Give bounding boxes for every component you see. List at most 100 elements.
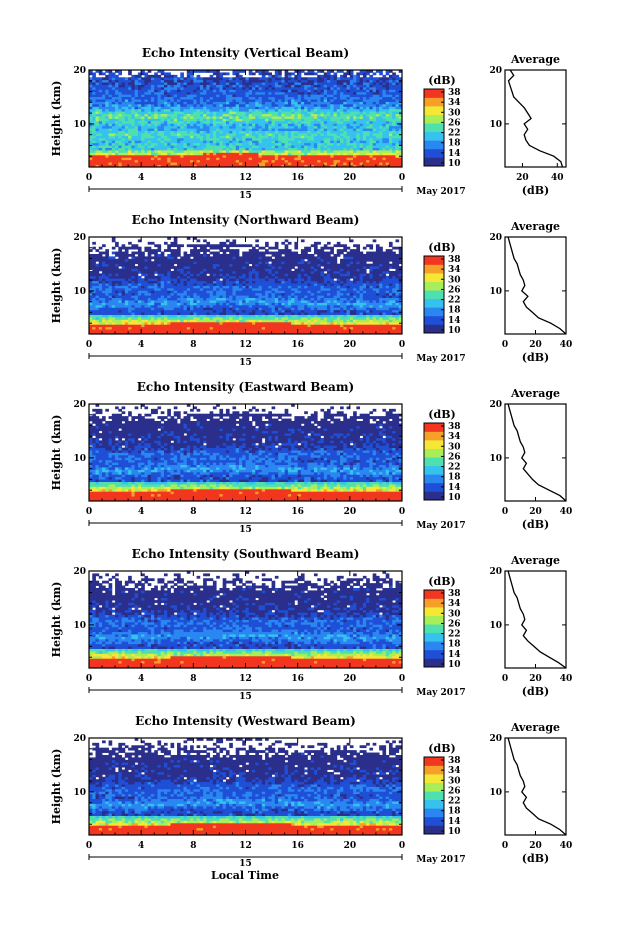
x-tick-label: 16 [291, 841, 304, 851]
x-tick-label: 8 [190, 841, 196, 851]
date-label: 15 [239, 692, 252, 702]
profile-y-tick-label: 10 [489, 120, 502, 130]
profile-x-tick-label: 0 [502, 507, 508, 517]
x-tick-label: 20 [344, 674, 357, 684]
panel-title: Echo Intensity (Southward Beam) [132, 547, 360, 561]
y-tick-label: 10 [73, 120, 86, 130]
panel-title: Echo Intensity (Eastward Beam) [137, 380, 354, 394]
x-tick-label: 12 [239, 340, 252, 350]
profile-line [507, 737, 567, 836]
y-tick-label: 20 [73, 734, 86, 744]
profile-y-tick-label: 20 [489, 400, 502, 410]
colorbar-tick-label: 14 [448, 316, 461, 326]
colorbar-tick-label: 30 [448, 609, 461, 619]
x-tick-label: 0 [399, 674, 405, 684]
colorbar-tick-label: 34 [448, 432, 461, 442]
profile-x-tick-label: 0 [502, 674, 508, 684]
colorbar-tick-label: 18 [448, 807, 461, 817]
x-tick-label: 16 [291, 674, 304, 684]
profile-x-tick-label: 20 [529, 674, 542, 684]
panel-title: Echo Intensity (Vertical Beam) [142, 46, 349, 60]
colorbar-tick-label: 38 [448, 756, 461, 766]
x-tick-label: 12 [239, 507, 252, 517]
month-label: May 2017 [416, 521, 465, 531]
colorbar-tick-label: 14 [448, 149, 461, 159]
profile-title: Average [510, 220, 560, 233]
heatmap-cells [89, 738, 403, 836]
colorbar-tick-label: 26 [448, 619, 461, 629]
y-tick-label: 20 [73, 400, 86, 410]
y-tick-label: 10 [73, 621, 86, 631]
x-tick-label: 20 [344, 173, 357, 183]
x-tick-label: 0 [86, 507, 92, 517]
y-axis-label: Height (km) [50, 749, 63, 825]
colorbar-tick-label: 10 [448, 159, 461, 169]
profile-line [507, 69, 564, 168]
colorbar-tick-label: 10 [448, 660, 461, 670]
panel-2: Echo Intensity (Northward Beam) Height (k… [50, 213, 572, 368]
colorbar-tick-label: 10 [448, 827, 461, 837]
profile-title: Average [510, 53, 560, 66]
colorbar-label: (dB) [428, 575, 455, 588]
colorbar-tick-label: 10 [448, 493, 461, 503]
x-tick-label: 0 [399, 507, 405, 517]
colorbar [423, 255, 445, 334]
colorbar-tick-label: 18 [448, 473, 461, 483]
heatmap-cells [89, 237, 403, 335]
y-tick-label: 10 [73, 788, 86, 798]
profile-x-tick-label: 20 [529, 841, 542, 851]
y-tick-label: 10 [73, 287, 86, 297]
panel-3: Echo Intensity (Eastward Beam) Height (km… [50, 380, 572, 535]
x-tick-label: 20 [344, 841, 357, 851]
x-tick-label: 4 [138, 507, 144, 517]
profile-title: Average [510, 387, 560, 400]
y-tick-label: 10 [73, 454, 86, 464]
x-tick-label: 8 [190, 173, 196, 183]
colorbar-tick-label: 30 [448, 442, 461, 452]
heatmap-cells [89, 404, 403, 502]
y-axis-label: Height (km) [50, 582, 63, 658]
profile-x-label: (dB) [522, 685, 549, 698]
month-label: May 2017 [416, 354, 465, 364]
profile-y-tick-label: 20 [489, 66, 502, 76]
x-tick-label: 8 [190, 507, 196, 517]
colorbar-tick-label: 22 [448, 463, 461, 473]
colorbar-tick-label: 34 [448, 766, 461, 776]
panel-title: Echo Intensity (Northward Beam) [132, 213, 360, 227]
colorbar-tick-label: 22 [448, 296, 461, 306]
profile-x-label: (dB) [522, 184, 549, 197]
y-axis-label: Height (km) [50, 248, 63, 324]
colorbar-tick-label: 34 [448, 265, 461, 275]
y-axis-label: Height (km) [50, 81, 63, 157]
month-label: May 2017 [416, 855, 465, 865]
date-label: 15 [239, 191, 252, 201]
colorbar-tick-label: 22 [448, 797, 461, 807]
colorbar-label: (dB) [428, 742, 455, 755]
profile-y-tick-label: 20 [489, 567, 502, 577]
x-tick-label: 0 [399, 173, 405, 183]
x-tick-label: 4 [138, 674, 144, 684]
profile-line [507, 236, 567, 335]
profile-line [507, 570, 567, 669]
profile-frame [504, 570, 567, 669]
y-tick-label: 20 [73, 66, 86, 76]
profile-x-tick-label: 40 [560, 340, 573, 350]
profile-y-tick-label: 20 [489, 233, 502, 243]
colorbar [423, 88, 445, 167]
x-tick-label: 16 [291, 340, 304, 350]
profile-x-tick-label: 20 [529, 340, 542, 350]
panel-4: Echo Intensity (Southward Beam) Height (k… [50, 547, 572, 702]
colorbar-tick-label: 26 [448, 118, 461, 128]
profile-y-tick-label: 10 [489, 454, 502, 464]
profile-y-tick-label: 20 [489, 734, 502, 744]
colorbar-tick-label: 38 [448, 589, 461, 599]
local-time-label: Local Time [211, 869, 279, 882]
month-label: May 2017 [416, 187, 465, 197]
x-tick-label: 0 [399, 841, 405, 851]
x-tick-label: 0 [86, 841, 92, 851]
colorbar-tick-label: 26 [448, 786, 461, 796]
colorbar-tick-label: 38 [448, 88, 461, 98]
x-tick-label: 0 [399, 340, 405, 350]
colorbar-tick-label: 18 [448, 306, 461, 316]
